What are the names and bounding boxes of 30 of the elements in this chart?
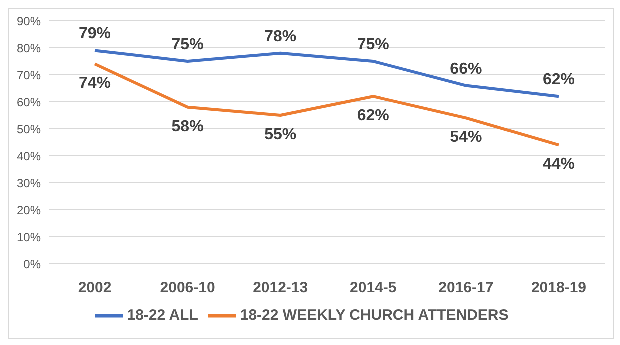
x-tick-label: 2016-17	[438, 280, 494, 297]
x-tick-label: 2002	[78, 280, 112, 297]
data-label: 74%	[78, 75, 112, 92]
y-tick-label: 60%	[16, 95, 42, 110]
data-label: 55%	[264, 126, 297, 144]
y-tick-label: 40%	[16, 149, 42, 164]
x-tick-label: 2018-19	[531, 280, 587, 297]
data-label: 58%	[172, 118, 204, 136]
x-tick-label: 2006-10	[160, 280, 216, 297]
data-label: 78%	[264, 28, 297, 46]
data-label: 66%	[450, 60, 482, 78]
data-label: 62%	[542, 72, 576, 89]
y-tick-label: 90%	[16, 14, 42, 28]
x-tick-label: 2012-13	[253, 280, 308, 297]
y-tick-label: 70%	[16, 68, 42, 82]
y-tick-label: 80%	[16, 41, 42, 56]
data-label: 62%	[357, 108, 390, 125]
x-tick-label: 2014-5	[350, 280, 397, 297]
data-label: 54%	[450, 129, 482, 146]
y-tick-label: 50%	[16, 122, 42, 136]
data-label: 75%	[357, 36, 390, 54]
y-tick-label: 20%	[16, 203, 42, 218]
legend-label: 18-22 WEEKLY CHURCH ATTENDERS	[240, 306, 509, 324]
data-label: 75%	[172, 36, 204, 54]
data-label: 44%	[542, 156, 576, 174]
y-tick-label: 0%	[24, 257, 42, 272]
data-label: 79%	[78, 26, 112, 43]
y-tick-label: 10%	[16, 230, 42, 244]
y-tick-label: 30%	[16, 176, 42, 190]
legend-label: 18-22 ALL	[127, 306, 198, 324]
